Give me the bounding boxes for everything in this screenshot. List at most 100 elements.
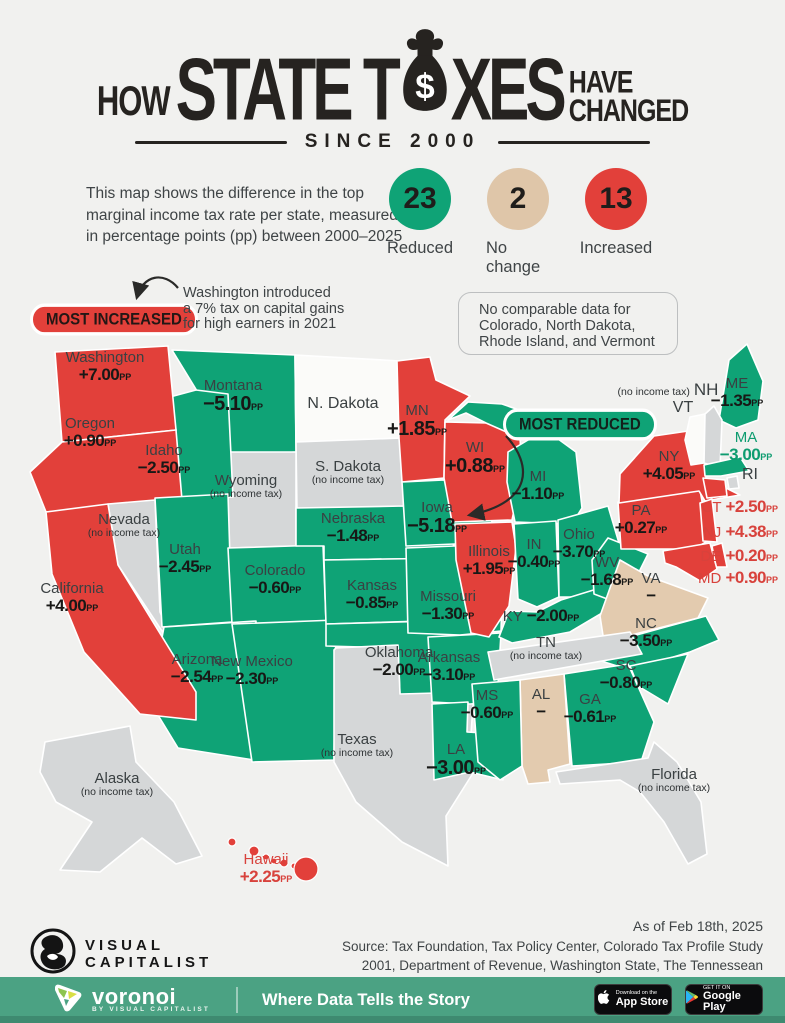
- app-store-button[interactable]: Download on the App Store: [594, 984, 672, 1015]
- money-bag-icon: $: [400, 26, 450, 129]
- most-increased-badge: MOST INCREASED: [30, 303, 198, 336]
- state-CA: [45, 503, 197, 721]
- legend-count: 23: [389, 168, 451, 230]
- washington-note-arrow: [132, 276, 179, 301]
- state-label-KY: KY −2.00PP: [502, 606, 580, 625]
- subtitle-since-2000: SINCE 2000: [0, 131, 785, 153]
- legend-count: 2: [487, 168, 549, 230]
- state-label-AL: AL −: [531, 686, 551, 721]
- state-IN: [513, 520, 560, 608]
- dollar-sign: $: [415, 67, 434, 106]
- state-label-UT: Utah −2.45PP: [158, 541, 212, 576]
- footer-tagline: Where Data Tells the Story: [262, 990, 470, 1009]
- title-state-t: STATE T: [175, 40, 401, 139]
- voronoi-logo: voronoi BY VISUAL CAPITALIST: [52, 982, 210, 1019]
- state-label-VT: VT: [672, 399, 694, 416]
- state-MN: [396, 356, 471, 483]
- state-GA: [563, 663, 655, 767]
- hawaii-island: [227, 837, 237, 847]
- state-label-VA: VA −: [641, 570, 661, 605]
- state-MS: [471, 679, 523, 781]
- state-label-WI: WI +0.88PP: [444, 439, 506, 477]
- title-have-changed: HAVE CHANGED: [568, 64, 689, 129]
- legend: 23 Reduced 2 No change 13 Increased: [386, 168, 652, 277]
- legend-item-reduced: 23 Reduced: [386, 168, 454, 277]
- legend-item-no-change: 2 No change: [486, 168, 550, 277]
- hawaii-island: [248, 845, 260, 857]
- state-label-RI: RI: [742, 466, 758, 483]
- state-label-PA: PA +0.27PP: [614, 502, 668, 537]
- most-reduced-badge: MOST REDUCED: [503, 408, 657, 441]
- state-label-WA: Washington +7.00PP: [65, 349, 145, 384]
- header: HOW STATE T $ XES HAVE CHANGED SINCE 200…: [0, 0, 785, 160]
- legend-label: Increased: [579, 239, 653, 257]
- state-label-TN: TN (no income tax): [509, 634, 583, 662]
- state-label-DE: DE +0.20PP: [700, 546, 778, 565]
- state-label-AZ: Arizona −2.54PP: [170, 651, 224, 686]
- state-label-SD: S. Dakota (no income tax): [311, 458, 385, 486]
- state-label-MS: MS −0.60PP: [460, 687, 514, 722]
- hawaii-island: [279, 858, 289, 868]
- state-label-NH: (no income tax) NH: [617, 380, 719, 399]
- legend-label: Reduced: [386, 239, 454, 257]
- store-buttons: Download on the App Store GET IT ON Goog…: [594, 984, 763, 1015]
- state-label-TX: Texas (no income tax): [320, 731, 394, 759]
- state-label-MO: Missouri −1.30PP: [420, 588, 476, 623]
- state-label-AR: Arkansas −3.10PP: [417, 649, 481, 684]
- apple-icon: [597, 989, 611, 1010]
- state-label-SC: SC −0.80PP: [599, 657, 653, 692]
- right-rule: [498, 140, 651, 144]
- page-title: HOW STATE T $ XES HAVE CHANGED: [0, 26, 785, 139]
- state-RI: [726, 475, 740, 490]
- state-label-NV: Nevada (no income tax): [87, 511, 161, 539]
- state-label-MT: Montana −5.10PP: [202, 377, 264, 415]
- bottom-strip: [0, 1016, 785, 1023]
- state-NH: [703, 405, 723, 469]
- google-play-button[interactable]: GET IT ON Google Play: [685, 984, 763, 1015]
- state-label-NJ: NJ +4.38PP: [702, 522, 778, 541]
- most-reduced-arrow: [466, 435, 525, 521]
- state-label-GA: GA −0.61PP: [563, 691, 617, 726]
- state-label-ID: Idaho −2.50PP: [137, 442, 191, 477]
- state-label-HI: Hawaii +2.25PP: [239, 851, 293, 886]
- visual-capitalist-logo: VISUAL CAPITALIST: [30, 928, 212, 979]
- title-xes: XES: [450, 40, 567, 139]
- legend-label: No change: [486, 239, 541, 276]
- state-label-AK: Alaska (no income tax): [80, 770, 154, 798]
- no-comparable-data-box: No comparable data for Colorado, North D…: [458, 292, 678, 355]
- source-text: Source: Tax Foundation, Tax Policy Cente…: [342, 939, 763, 973]
- footer-divider: [236, 987, 239, 1013]
- state-label-WV: WV −1.68PP: [580, 554, 634, 589]
- state-label-MI: MI −1.10PP: [511, 468, 565, 503]
- state-label-KS: Kansas −0.85PP: [345, 577, 399, 612]
- visual-capitalist-wordmark: VISUAL CAPITALIST: [85, 936, 213, 971]
- washington-note: Washington introduced a 7% tax on capita…: [183, 285, 345, 332]
- legend-count: 13: [585, 168, 647, 230]
- voronoi-icon: [52, 982, 84, 1019]
- state-label-LA: LA −3.00PP: [425, 741, 487, 779]
- state-MA: [703, 456, 750, 477]
- state-label-FL: Florida (no income tax): [637, 766, 711, 794]
- state-ME: [718, 343, 764, 429]
- state-label-NE: Nebraska −1.48PP: [320, 510, 386, 545]
- google-play-icon: [686, 990, 698, 1009]
- state-label-ME: ME −1.35PP: [710, 375, 764, 410]
- state-label-OH: Ohio −3.70PP: [552, 526, 606, 561]
- state-label-IA: Iowa −5.18PP: [406, 499, 468, 537]
- title-how: HOW: [96, 77, 171, 125]
- state-NJ: [699, 498, 718, 543]
- state-label-OK: Oklahoma −2.00PP: [364, 644, 434, 679]
- state-label-NC: NC −3.50PP: [619, 615, 673, 650]
- state-AK: [39, 725, 203, 873]
- voronoi-wordmark: voronoi BY VISUAL CAPITALIST: [92, 983, 211, 1013]
- state-label-IN: IN −0.40PP: [507, 536, 561, 571]
- hawaii-island: [262, 853, 270, 861]
- state-label-WY: Wyoming (no income tax): [209, 472, 283, 500]
- state-label-CT: CT +2.50PP: [701, 497, 778, 516]
- hawaii-island: [270, 857, 278, 865]
- left-rule: [134, 140, 287, 144]
- state-label-NY: NY +4.05PP: [642, 448, 696, 483]
- visual-capitalist-icon: [30, 928, 76, 979]
